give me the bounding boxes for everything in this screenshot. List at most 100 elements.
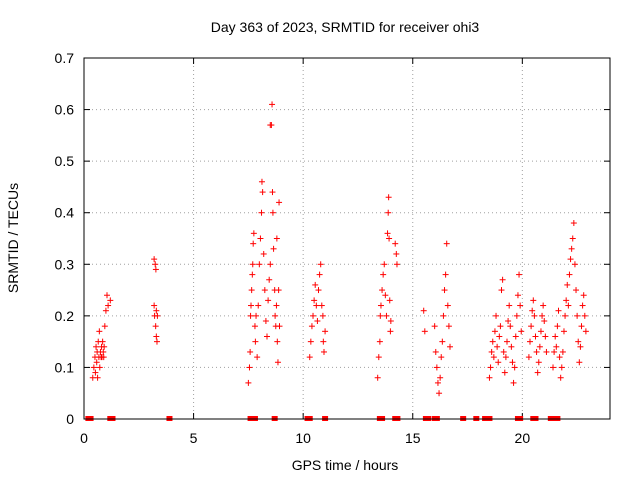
data-point	[250, 240, 257, 247]
grid-lines	[84, 58, 610, 419]
data-point	[540, 302, 547, 309]
data-point	[308, 323, 315, 330]
data-point	[499, 276, 506, 283]
data-point	[386, 235, 393, 242]
data-point	[568, 245, 575, 252]
data-point	[530, 297, 537, 304]
data-point	[266, 276, 273, 283]
y-tick-label: 0.1	[55, 359, 75, 375]
data-point	[570, 220, 577, 227]
data-point	[444, 302, 451, 309]
chart-title: Day 363 of 2023, SRMTID for receiver ohi…	[211, 19, 480, 35]
data-point	[552, 333, 559, 340]
data-point	[273, 235, 280, 242]
data-point	[558, 364, 565, 371]
data-point	[270, 245, 277, 252]
data-point	[506, 302, 513, 309]
data-point	[99, 338, 106, 345]
data-point	[557, 374, 564, 381]
data-point	[93, 343, 100, 350]
data-point	[516, 271, 523, 278]
data-point	[100, 354, 107, 361]
data-point	[434, 379, 441, 386]
data-point	[533, 348, 540, 355]
data-point	[495, 359, 502, 366]
data-point	[265, 297, 272, 304]
data-point	[536, 343, 543, 350]
data-point	[269, 101, 276, 108]
data-point	[493, 312, 500, 319]
data-point	[508, 343, 515, 350]
data-point	[531, 312, 538, 319]
data-point	[534, 369, 541, 376]
data-point	[274, 359, 281, 366]
data-point	[505, 318, 512, 325]
data-point	[514, 292, 521, 299]
data-point	[386, 297, 393, 304]
data-point	[375, 354, 382, 361]
y-tick-label: 0.3	[55, 256, 75, 272]
data-point	[494, 343, 501, 350]
data-point	[535, 359, 542, 366]
data-point	[153, 333, 160, 340]
data-point	[393, 261, 400, 268]
data-point	[276, 199, 283, 206]
x-tick-label: 20	[515, 430, 531, 446]
data-point	[509, 359, 516, 366]
data-point	[249, 271, 256, 278]
data-point	[248, 287, 255, 294]
data-point	[319, 312, 326, 319]
data-point	[512, 333, 519, 340]
data-point	[377, 302, 384, 309]
data-point	[532, 333, 539, 340]
data-point	[322, 328, 329, 335]
data-point	[567, 256, 574, 263]
data-point	[256, 261, 263, 268]
data-point	[501, 369, 508, 376]
data-point	[503, 338, 510, 345]
data-point	[580, 292, 587, 299]
y-tick-label: 0.7	[55, 50, 75, 66]
x-tick-label: 15	[405, 430, 421, 446]
data-point	[104, 292, 111, 299]
data-point	[541, 318, 548, 325]
x-tick-label: 5	[190, 430, 198, 446]
data-point	[318, 302, 325, 309]
data-point	[529, 307, 536, 314]
data-point	[272, 312, 279, 319]
data-point	[559, 348, 566, 355]
data-point	[581, 312, 588, 319]
data-point	[154, 312, 161, 319]
data-point	[560, 328, 567, 335]
data-point	[550, 364, 557, 371]
data-point	[259, 189, 266, 196]
data-point	[261, 287, 268, 294]
data-points	[85, 101, 589, 421]
data-point	[500, 348, 507, 355]
data-point	[511, 364, 518, 371]
data-point	[105, 302, 112, 309]
x-tick-label: 0	[80, 430, 88, 446]
data-point	[502, 354, 509, 361]
data-point	[582, 328, 589, 335]
data-point	[447, 343, 454, 350]
plot-frame	[83, 57, 611, 420]
data-point	[376, 338, 383, 345]
data-point	[566, 271, 573, 278]
data-point	[377, 312, 384, 319]
data-point	[510, 379, 517, 386]
data-point	[579, 302, 586, 309]
data-point	[421, 328, 428, 335]
data-point	[152, 266, 159, 273]
data-point	[153, 307, 160, 314]
data-point	[525, 354, 532, 361]
data-point	[441, 287, 448, 294]
data-point	[246, 364, 253, 371]
data-point	[257, 235, 264, 242]
data-point	[260, 250, 267, 257]
data-point	[488, 348, 495, 355]
data-point	[276, 323, 283, 330]
data-point	[269, 209, 276, 216]
data-point	[314, 318, 321, 325]
data-point	[379, 287, 386, 294]
